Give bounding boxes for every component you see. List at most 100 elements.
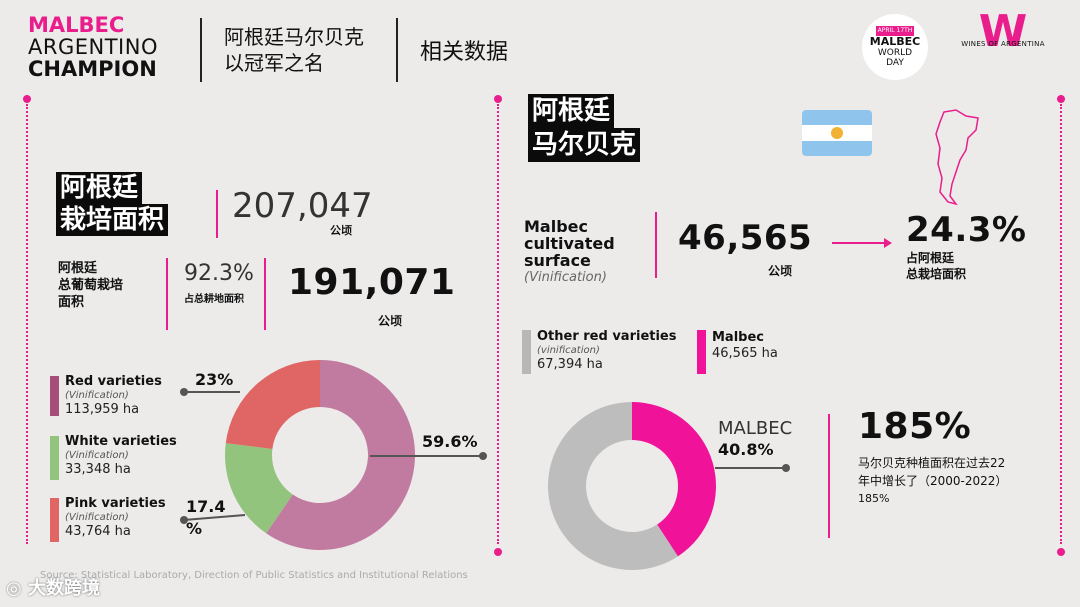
legend-other-sub: (vinification): [537, 345, 600, 356]
logo1-l1: MALBEC: [869, 35, 921, 48]
vine-unit: 公顷: [378, 314, 403, 328]
header-subtitle: 阿根廷马尔贝克 以冠军之名: [224, 24, 364, 76]
malbec-divider: [655, 212, 657, 278]
growth-text-3: 185%: [858, 492, 890, 505]
legend-bar-pink: [50, 498, 59, 542]
right-frame-line: [1060, 104, 1062, 544]
vine-divider-2: [264, 258, 266, 330]
varieties-slice-white-varieties: [225, 443, 293, 534]
vine-label-2: 总葡萄栽培: [58, 278, 124, 293]
legend-red-title: Red varieties: [65, 374, 162, 389]
area-unit: 公顷: [330, 224, 352, 237]
legend-pink: Pink varieties (Vinification) 43,764 ha: [65, 497, 166, 539]
callout-dot-malbec: [782, 464, 790, 472]
right-title: 阿根廷 马尔贝克: [528, 94, 641, 162]
malbec-slice-other-red-varieties: [548, 402, 678, 570]
vine-pct-label: 占总耕地面积: [184, 294, 244, 305]
wines-of-argentina-logo: W WINES OF ARGENTINA: [958, 10, 1048, 54]
label-red-pct: 59.6%: [422, 432, 478, 451]
logo2-glyph: W: [978, 6, 1028, 57]
legend-bar-white: [50, 436, 59, 480]
logo1-top: APRIL 17TH: [875, 26, 915, 36]
watermark-icon: ◎: [6, 578, 28, 599]
header-subtitle-line2: 以冠军之名: [224, 51, 324, 75]
area-title: 阿根廷 栽培面积: [56, 172, 169, 236]
legend-bar-other: [522, 330, 531, 374]
watermark: ◎ 大数跨境: [6, 574, 100, 600]
legend-bar-malbec: [697, 330, 706, 374]
right-title-2: 马尔贝克: [528, 128, 641, 162]
argentina-flag-icon: [802, 110, 872, 156]
legend-pink-val: 43,764 ha: [65, 524, 131, 539]
share-label-2: 总栽培面积: [906, 267, 967, 281]
malbec-value: 46,565: [678, 218, 813, 258]
malbec-donut-chart: [548, 402, 790, 570]
donut-label: MALBEC: [718, 418, 793, 439]
label-pink-pct: 23%: [195, 370, 234, 389]
varieties-slice-red-varieties: [266, 360, 415, 550]
share-label: 占阿根廷 总栽培面积: [906, 250, 966, 282]
header-divider-1: [200, 18, 202, 82]
left-frame-dot-right: [494, 95, 502, 103]
area-title-1: 阿根廷: [56, 172, 143, 204]
vine-label: 阿根廷 总葡萄栽培 面积: [58, 260, 123, 311]
area-value: 207,047: [232, 186, 373, 226]
brand-line-2: ARGENTINO: [28, 35, 158, 59]
logo2-text: WINES OF ARGENTINA: [961, 40, 1045, 48]
legend-malbec-title: Malbec: [712, 330, 764, 345]
brand-line-1: MALBEC: [28, 13, 125, 37]
growth-divider: [828, 414, 830, 538]
legend-red: Red varieties (Vinification) 113,959 ha: [65, 375, 162, 417]
malbec-label-4: (Vinification): [524, 270, 607, 285]
legend-white-val: 33,348 ha: [65, 462, 131, 477]
legend-other: Other red varieties (vinification) 67,39…: [537, 330, 677, 372]
brand-title: MALBEC ARGENTINO CHAMPION: [28, 14, 158, 80]
left-frame-dot-top: [23, 95, 31, 103]
vine-label-3: 面积: [58, 295, 85, 310]
left-frame-line: [26, 104, 28, 544]
callout-dot-pink: [180, 388, 188, 396]
varieties-donut-chart: [180, 360, 487, 550]
legend-white-title: White varieties: [65, 434, 177, 449]
section-title: 相关数据: [420, 40, 509, 65]
malbec-slice-malbec: [632, 402, 716, 557]
malbec-label-2: cultivated: [524, 234, 615, 253]
vine-value: 191,071: [288, 262, 456, 303]
share-pct: 24.3%: [906, 210, 1027, 250]
right-title-1: 阿根廷: [528, 94, 615, 128]
callout-dot-red: [479, 452, 487, 460]
legend-malbec-val: 46,565 ha: [712, 346, 778, 361]
vine-pct: 92.3%: [184, 261, 254, 286]
header-subtitle-line1: 阿根廷马尔贝克: [224, 25, 364, 49]
malbec-label-1: Malbec: [524, 217, 588, 236]
area-divider: [216, 190, 218, 238]
varieties-slice-pink-varieties: [225, 360, 320, 449]
legend-other-title: Other red varieties: [537, 329, 677, 344]
growth-text-1: 马尔贝克种植面积在过去22: [858, 456, 1006, 470]
growth-text-2: 年中增长了（2000-2022）: [858, 474, 1008, 488]
callout-dot-white: [180, 516, 188, 524]
watermark-text: 大数跨境: [27, 578, 100, 599]
left-frame-dot-bottom: [494, 548, 502, 556]
share-label-1: 占阿根廷: [906, 251, 955, 265]
legend-white-sub: (Vinification): [65, 450, 129, 461]
legend-other-val: 67,394 ha: [537, 357, 603, 372]
legend-white: White varieties (Vinification) 33,348 ha: [65, 435, 177, 477]
arrow-icon: [832, 238, 892, 248]
logo1-l3: DAY: [886, 58, 904, 68]
growth-pct: 185%: [858, 406, 972, 447]
argentina-map-icon: [935, 109, 979, 206]
legend-red-val: 113,959 ha: [65, 402, 140, 417]
callout-line-white: [183, 514, 246, 521]
legend-pink-sub: (Vinification): [65, 512, 129, 523]
source-note: Source: Statistical Laboratory, Directio…: [40, 570, 468, 581]
legend-pink-title: Pink varieties: [65, 496, 166, 511]
malbec-unit: 公顷: [768, 264, 793, 278]
malbec-label-3: surface: [524, 251, 591, 270]
legend-red-sub: (Vinification): [65, 390, 129, 401]
malbec-label: Malbec cultivated surface (Vinification): [524, 218, 615, 286]
growth-text: 马尔贝克种植面积在过去22 年中增长了（2000-2022） 185%: [858, 454, 1007, 508]
label-white-pct: 17.4 %: [186, 497, 226, 538]
vine-divider-1: [166, 258, 168, 330]
vine-label-1: 阿根廷: [58, 261, 98, 276]
